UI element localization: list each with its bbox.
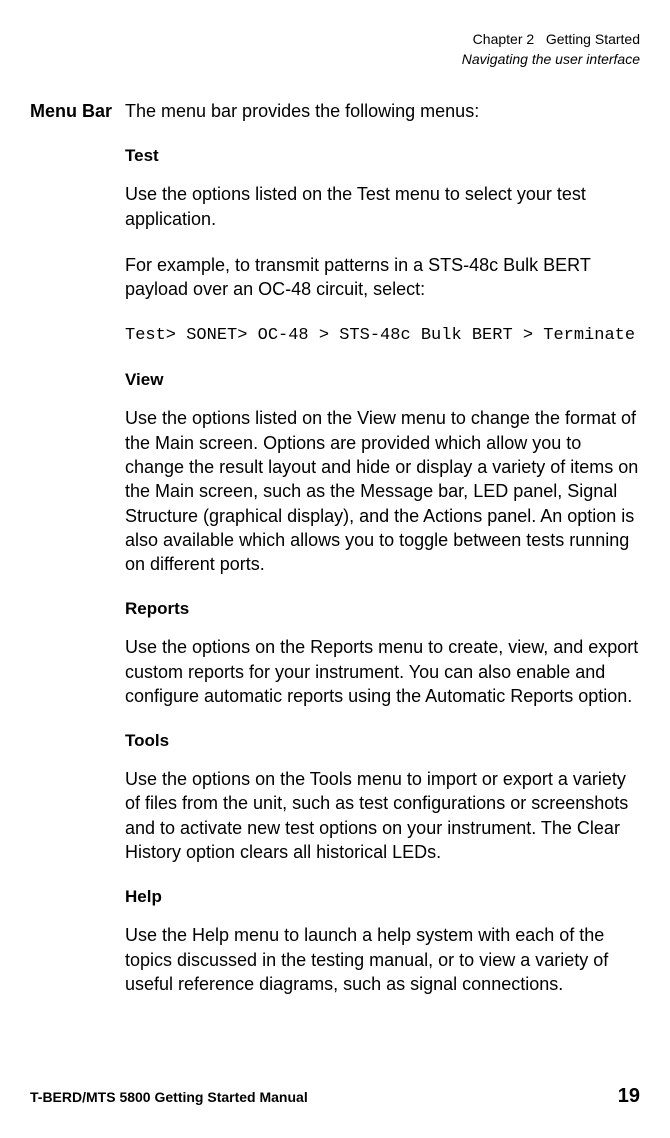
section-name: Navigating the user interface — [30, 50, 640, 70]
margin-label: Menu Bar — [30, 99, 115, 1018]
help-p1: Use the Help menu to launch a help syste… — [125, 923, 640, 996]
view-heading: View — [125, 369, 640, 392]
tools-p1: Use the options on the Tools menu to imp… — [125, 767, 640, 864]
chapter-prefix: Chapter 2 — [473, 31, 534, 47]
test-p2: For example, to transmit patterns in a S… — [125, 253, 640, 302]
chapter-line: Chapter 2 Getting Started — [30, 30, 640, 50]
test-code: Test> SONET> OC-48 > STS-48c Bulk BERT >… — [125, 324, 640, 348]
intro-text: The menu bar provides the following menu… — [125, 99, 640, 123]
footer-page: 19 — [618, 1085, 640, 1108]
view-p1: Use the options listed on the View menu … — [125, 406, 640, 576]
main-content: The menu bar provides the following menu… — [125, 99, 640, 1018]
reports-p1: Use the options on the Reports menu to c… — [125, 635, 640, 708]
test-heading: Test — [125, 145, 640, 168]
reports-heading: Reports — [125, 598, 640, 621]
page-footer: T-BERD/MTS 5800 Getting Started Manual 1… — [30, 1085, 640, 1108]
test-p1: Use the options listed on the Test menu … — [125, 182, 640, 231]
tools-heading: Tools — [125, 730, 640, 753]
page-header: Chapter 2 Getting Started Navigating the… — [30, 30, 640, 69]
help-heading: Help — [125, 886, 640, 909]
footer-manual: T-BERD/MTS 5800 Getting Started Manual — [30, 1089, 308, 1105]
chapter-title: Getting Started — [546, 31, 640, 47]
content-wrapper: Menu Bar The menu bar provides the follo… — [30, 99, 640, 1018]
chapter-spacer — [538, 31, 542, 47]
